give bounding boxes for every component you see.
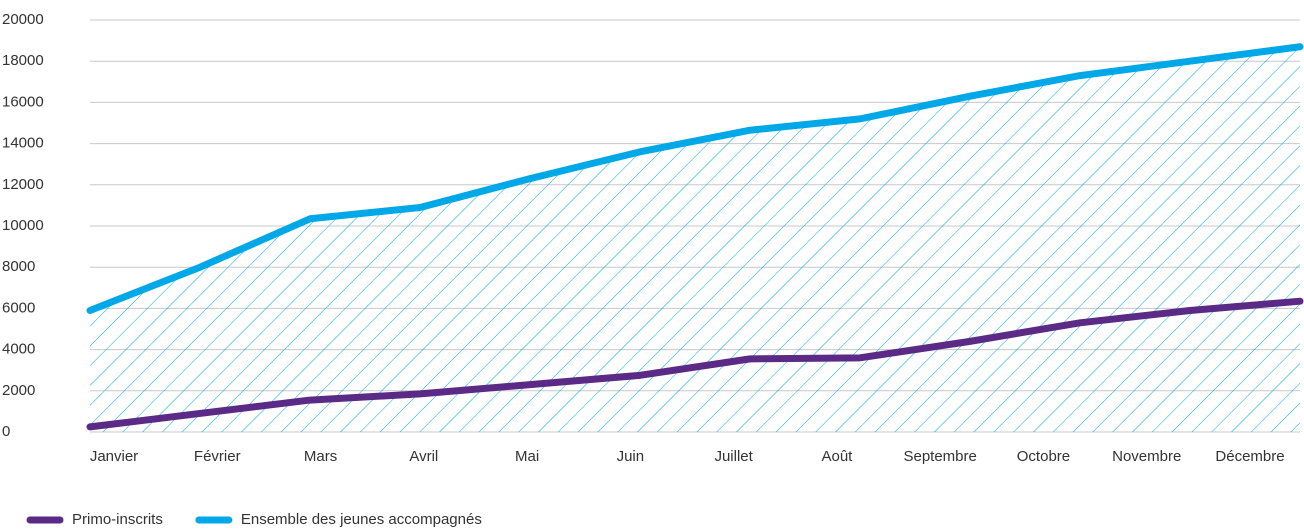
x-tick-label: Avril [409,448,438,465]
legend-label: Ensemble des jeunes accompagnés [241,511,482,528]
y-tick-label: 20000 [2,11,44,28]
x-tick-label: Mars [304,448,337,465]
x-tick-label: Mai [515,448,539,465]
x-tick-label: Septembre [903,448,976,465]
y-tick-label: 18000 [2,52,44,69]
x-tick-label: Décembre [1215,448,1284,465]
x-tick-label: Octobre [1017,448,1070,465]
series-line [86,43,1304,314]
y-tick-label: 10000 [2,217,44,234]
x-tick-label: Août [821,448,853,465]
y-tick-label: 16000 [2,93,44,110]
x-tick-label: Février [194,448,241,465]
x-tick-label: Janvier [90,448,138,465]
y-tick-label: 6000 [2,299,35,316]
y-tick-label: 4000 [2,341,35,358]
legend-label: Primo-inscrits [72,511,163,528]
series-line [86,297,1304,431]
x-tick-label: Juillet [714,448,753,465]
x-tick-label: Novembre [1112,448,1181,465]
y-tick-label: 2000 [2,382,35,399]
y-tick-label: 12000 [2,176,44,193]
y-tick-label: 14000 [2,135,44,152]
x-tick-label: Juin [617,448,645,465]
y-tick-label: 0 [2,423,10,440]
y-tick-label: 8000 [2,258,35,275]
